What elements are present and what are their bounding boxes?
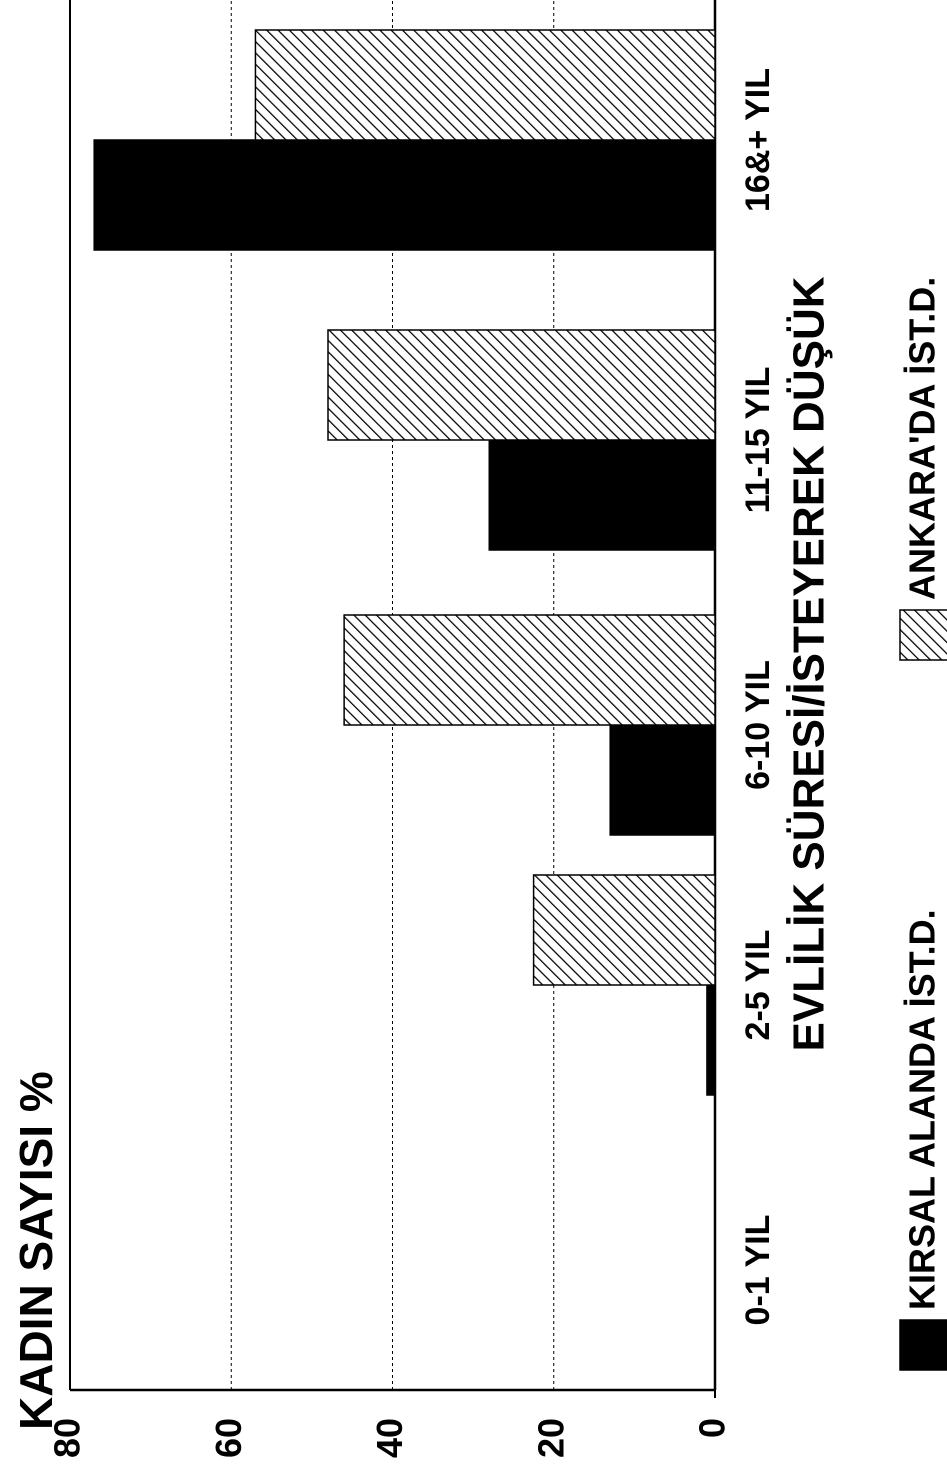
bar xyxy=(706,984,716,1096)
bar xyxy=(532,874,716,986)
bar xyxy=(254,29,716,141)
bar xyxy=(327,329,716,441)
x-tick-label: 0-1 YIL xyxy=(739,1215,777,1326)
legend-swatch xyxy=(899,609,947,661)
bar xyxy=(343,614,716,726)
bar xyxy=(488,439,716,551)
x-tick-label: 6-10 YIL xyxy=(739,660,777,790)
x-tick-label: 2-5 YIL xyxy=(739,930,777,1041)
y-tick-label: 20 xyxy=(530,1418,571,1458)
y-tick-label: 0 xyxy=(692,1418,733,1438)
x-axis-title: EVLİLİK SÜRESİ/İSTEYEREK DÜŞÜK xyxy=(785,276,834,1051)
bar xyxy=(93,139,716,251)
legend-label: KIRSAL ALANDA İST.D. xyxy=(902,909,943,1310)
rotated-chart: KADIN SAYISI % EVLİLİK SÜRESİ/İSTEYEREK … xyxy=(10,0,947,1458)
legend-swatch xyxy=(899,1319,947,1371)
legend-label: ANKARA'DA İST.D. xyxy=(902,277,943,600)
x-tick-label: 16&+ YIL xyxy=(739,68,777,212)
y-tick-label: 60 xyxy=(208,1418,249,1458)
x-tick-label: 11-15 YIL xyxy=(739,367,777,514)
y-tick-label: 40 xyxy=(369,1418,410,1458)
y-tick-label: 80 xyxy=(47,1418,88,1458)
bar xyxy=(609,724,716,836)
chart-title: KADIN SAYISI % xyxy=(10,1071,62,1430)
